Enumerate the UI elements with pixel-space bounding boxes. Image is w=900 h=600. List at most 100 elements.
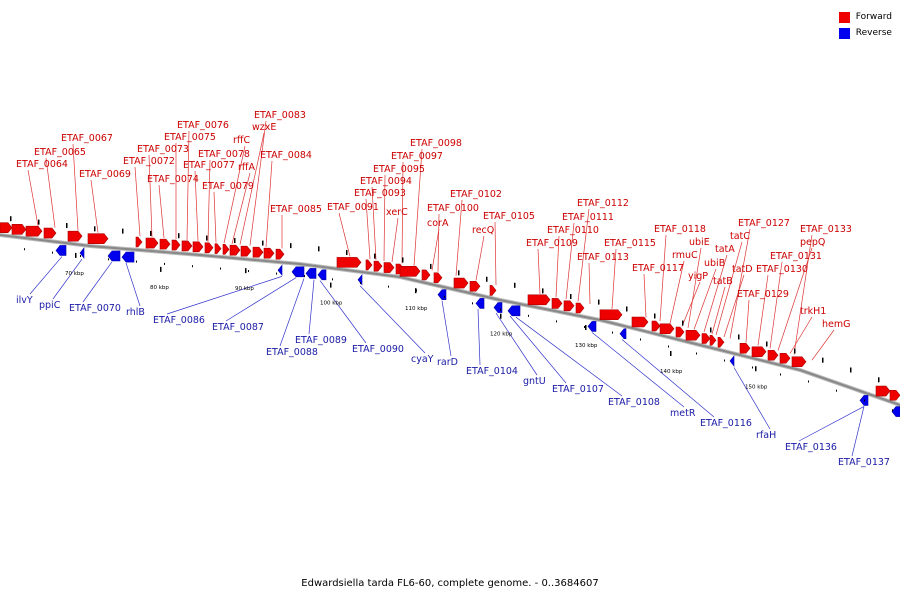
reverse-gene-label: ETAF_0136: [785, 442, 837, 453]
forward-leader-line: [194, 170, 199, 241]
reverse-leader-line: [591, 332, 685, 408]
forward-gene-block: [67, 230, 83, 242]
reverse-leader-line: [621, 339, 715, 418]
forward-gene-block: [171, 239, 181, 251]
minor-tick-upper: [542, 288, 544, 294]
minor-tick-lower: [164, 262, 165, 265]
minor-tick-lower: [276, 272, 277, 275]
minor-tick-upper: [598, 299, 600, 305]
forward-gene-block: [222, 244, 230, 255]
forward-gene-label: tatC: [730, 231, 750, 242]
forward-leader-line: [777, 247, 813, 351]
forward-gene-block: [181, 240, 193, 252]
minor-tick-lower: [220, 267, 221, 270]
reverse-gene-block: [891, 406, 900, 417]
forward-leader-line: [588, 262, 591, 305]
forward-leader-line: [793, 234, 813, 355]
reverse-leader-line: [509, 315, 567, 384]
forward-leader-line: [186, 130, 190, 240]
minor-tick-upper: [430, 263, 432, 269]
forward-gene-label: ETAF_0133: [800, 224, 852, 235]
reverse-gene-label: ETAF_0090: [352, 344, 404, 355]
reverse-gene-block: [55, 245, 67, 256]
minor-tick-upper: [150, 230, 152, 236]
forward-leader-line: [223, 145, 246, 244]
minor-tick-upper: [654, 313, 656, 319]
reverse-gene-label: cyaY: [411, 354, 434, 365]
forward-gene-label: ETAF_0073: [137, 144, 189, 155]
minor-tick-upper: [822, 357, 824, 363]
forward-gene-block: [252, 246, 264, 258]
forward-leader-line: [338, 212, 351, 257]
forward-gene-block: [275, 248, 285, 260]
forward-gene-block: [651, 320, 661, 332]
forward-gene-block: [365, 259, 373, 271]
minor-tick-upper: [346, 249, 348, 255]
reverse-leader-line: [225, 277, 297, 322]
forward-gene-label: ETAF_0095: [373, 164, 425, 175]
forward-leader-line: [494, 221, 497, 286]
forward-leader-line: [265, 160, 273, 247]
scale-tick: [500, 313, 502, 319]
forward-gene-block: [240, 245, 252, 257]
reverse-leader-line: [798, 406, 865, 442]
minor-tick-lower: [724, 359, 725, 362]
minor-tick-upper: [402, 257, 404, 263]
forward-leader-line: [745, 299, 750, 343]
forward-gene-label: rffA: [238, 162, 255, 173]
forward-gene-block: [489, 285, 497, 296]
forward-gene-block: [192, 241, 204, 253]
forward-leader-line: [537, 248, 541, 295]
forward-gene-label: ETAF_0072: [123, 156, 175, 167]
scale-label: 110 kbp: [405, 306, 428, 312]
reverse-gene-label: ppiC: [39, 300, 61, 311]
forward-gene-label: ETAF_0130: [756, 264, 808, 275]
minor-tick-lower: [248, 270, 249, 273]
forward-gene-block: [709, 334, 717, 346]
forward-leader-line: [723, 274, 745, 338]
reverse-gene-block: [317, 269, 327, 281]
forward-leader-line: [687, 247, 702, 329]
forward-leader-line: [455, 199, 463, 276]
forward-leader-line: [249, 120, 267, 246]
forward-gene-block: [685, 329, 701, 341]
minor-tick-lower: [136, 260, 137, 263]
minor-tick-lower: [892, 409, 893, 412]
minor-tick-upper: [570, 294, 572, 299]
forward-leader-line: [207, 159, 211, 242]
reverse-gene-block: [79, 247, 85, 259]
scale-tick: [160, 266, 162, 272]
reverse-gene-label: ETAF_0137: [838, 457, 890, 468]
forward-gene-label: ETAF_0077: [183, 160, 235, 171]
reverse-gene-label: rhlB: [126, 307, 145, 318]
minor-tick-upper: [458, 270, 460, 276]
forward-leader-line: [729, 228, 751, 339]
legend-forward-label: Forward: [855, 12, 892, 22]
forward-gene-block: [11, 224, 27, 235]
forward-leader-line: [158, 184, 165, 239]
forward-gene-block: [717, 336, 725, 348]
reverse-swatch: [838, 27, 850, 39]
minor-tick-lower: [836, 389, 837, 392]
forward-leader-line: [669, 260, 685, 324]
minor-tick-lower: [332, 278, 333, 281]
reverse-gene-block: [107, 250, 121, 262]
forward-gene-block: [675, 326, 685, 338]
reverse-gene-block: [729, 355, 735, 367]
forward-leader-line: [611, 248, 617, 310]
forward-leader-line: [413, 148, 423, 267]
scale-label: 130 kbp: [575, 343, 598, 349]
forward-gene-block: [433, 272, 443, 284]
minor-tick-upper: [94, 226, 96, 232]
forward-leader-line: [757, 274, 769, 346]
minor-tick-upper: [486, 276, 488, 282]
forward-leader-line: [383, 174, 386, 261]
forward-gene-block: [145, 237, 159, 249]
minor-tick-lower: [304, 275, 305, 278]
forward-gene-label: ETAF_0127: [738, 218, 790, 229]
minor-tick-upper: [794, 348, 796, 354]
forward-gene-label: ETAF_0093: [354, 188, 406, 199]
reverse-leader-line: [29, 256, 63, 295]
forward-gene-label: rffC: [233, 135, 250, 146]
scale-tick: [75, 252, 77, 258]
